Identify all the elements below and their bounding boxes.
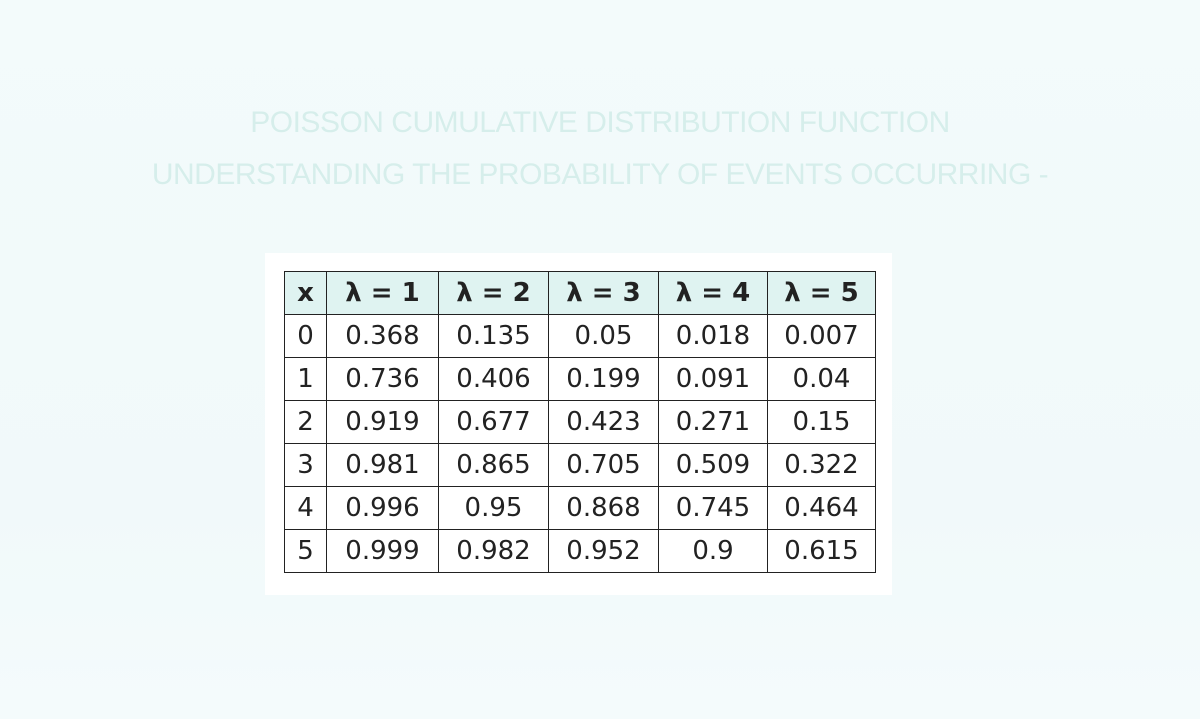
- table-row: 5 0.999 0.982 0.952 0.9 0.615: [284, 529, 876, 573]
- table-cell: 0.007: [767, 314, 876, 358]
- table-cell: 0.9: [658, 529, 768, 573]
- table-cell: 0.705: [548, 443, 659, 487]
- table-cell: 0.95: [438, 486, 549, 530]
- title-line: POISSON CUMULATIVE DISTRIBUTION FUNCTION: [250, 106, 950, 139]
- title-line: UNDERSTANDING THE PROBABILITY OF EVENTS …: [151, 158, 1049, 191]
- table-cell: 0.322: [767, 443, 876, 487]
- table-row: 3 0.981 0.865 0.705 0.509 0.322: [284, 443, 876, 487]
- table-cell: 0.919: [326, 400, 439, 444]
- table-cell: 0.018: [658, 314, 768, 358]
- table-cell: 1: [284, 357, 327, 401]
- table-cell: 0.091: [658, 357, 768, 401]
- table-cell: 0.981: [326, 443, 439, 487]
- table-cell: 0.368: [326, 314, 439, 358]
- table-row: 0 0.368 0.135 0.05 0.018 0.007: [284, 314, 876, 358]
- table-cell: 0.615: [767, 529, 876, 573]
- table-row: 4 0.996 0.95 0.868 0.745 0.464: [284, 486, 876, 530]
- table-cell: 0.952: [548, 529, 659, 573]
- table-cell: 0.996: [326, 486, 439, 530]
- table-cell: 0.677: [438, 400, 549, 444]
- table-cell: 0.406: [438, 357, 549, 401]
- table-cell: 0.999: [326, 529, 439, 573]
- table-cell: 2: [284, 400, 327, 444]
- table-cell: 0.865: [438, 443, 549, 487]
- header-cell: λ = 3: [548, 271, 659, 315]
- table-row: 2 0.919 0.677 0.423 0.271 0.15: [284, 400, 876, 444]
- table-cell: 0.509: [658, 443, 768, 487]
- table-cell: 3: [284, 443, 327, 487]
- table-cell: 4: [284, 486, 327, 530]
- table-cell: 0: [284, 314, 327, 358]
- table-row: 1 0.736 0.406 0.199 0.091 0.04: [284, 357, 876, 401]
- table-cell: 0.199: [548, 357, 659, 401]
- table-cell: 0.464: [767, 486, 876, 530]
- table-cell: 0.271: [658, 400, 768, 444]
- table-cell: 0.05: [548, 314, 659, 358]
- table-cell: 0.04: [767, 357, 876, 401]
- table-cell: 0.15: [767, 400, 876, 444]
- table-cell: 0.982: [438, 529, 549, 573]
- header-cell: λ = 5: [767, 271, 876, 315]
- table-cell: 0.736: [326, 357, 439, 401]
- table-cell: 0.745: [658, 486, 768, 530]
- table-cell: 0.135: [438, 314, 549, 358]
- header-cell: λ = 2: [438, 271, 549, 315]
- header-cell: λ = 1: [326, 271, 439, 315]
- header-cell: λ = 4: [658, 271, 768, 315]
- header-cell: x: [284, 271, 327, 315]
- table-cell: 0.868: [548, 486, 659, 530]
- table-cell: 5: [284, 529, 327, 573]
- table-cell: 0.423: [548, 400, 659, 444]
- table-body: 0 0.368 0.135 0.05 0.018 0.007 1 0.736 0.406 0.19…: [284, 314, 876, 573]
